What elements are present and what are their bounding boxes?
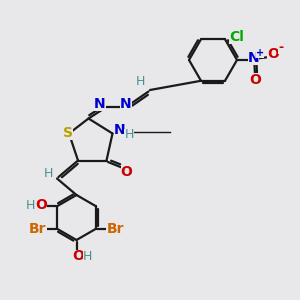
Text: H: H: [26, 199, 36, 212]
Text: Br: Br: [106, 222, 124, 236]
Text: N: N: [248, 52, 259, 65]
Text: O: O: [35, 198, 47, 212]
Text: Cl: Cl: [229, 30, 244, 44]
Text: O: O: [72, 250, 84, 263]
Text: O: O: [121, 165, 133, 179]
Text: H: H: [135, 75, 145, 88]
Text: H: H: [124, 128, 134, 142]
Text: O: O: [267, 47, 279, 61]
Text: H: H: [44, 167, 53, 180]
Text: -: -: [278, 40, 283, 54]
Text: N: N: [120, 97, 132, 110]
Text: +: +: [256, 47, 264, 58]
Text: S: S: [63, 126, 74, 140]
Text: O: O: [249, 73, 261, 87]
Text: N: N: [114, 123, 126, 137]
Text: N: N: [94, 97, 106, 110]
Text: H: H: [83, 250, 93, 263]
Text: Br: Br: [29, 222, 46, 236]
